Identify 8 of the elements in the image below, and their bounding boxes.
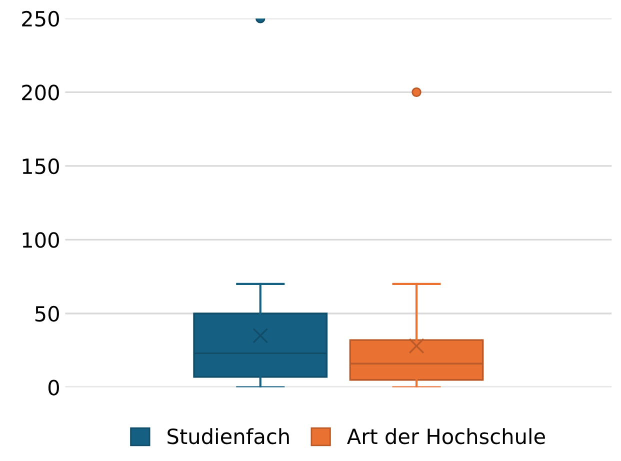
y-tick-label: 50 <box>35 306 59 322</box>
legend-label: Art der Hochschule <box>347 428 545 444</box>
y-tick-label: 200 <box>22 84 59 100</box>
y-tick-label: 100 <box>22 232 59 248</box>
y-tick-label: 250 <box>22 10 59 27</box>
y-tick-label: 150 <box>22 158 59 174</box>
y-tick-label: 0 <box>48 380 59 396</box>
legend-label: Studienfach <box>168 428 289 444</box>
